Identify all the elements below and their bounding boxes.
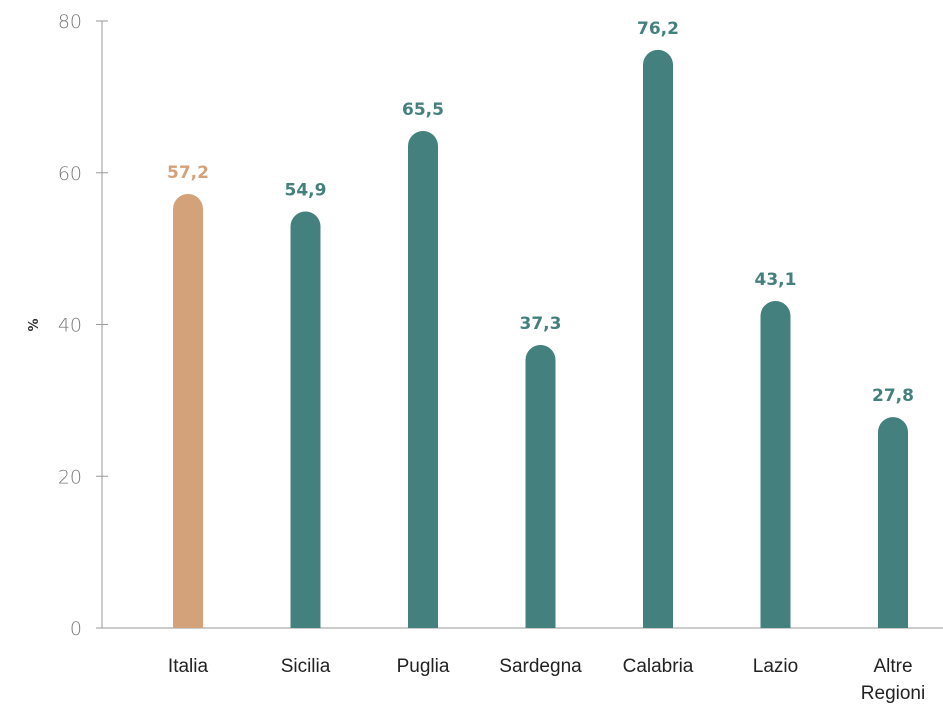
category-label: Puglia [397, 656, 450, 677]
bar [760, 300, 791, 628]
bar [290, 211, 321, 628]
y-tick-label: 40 [58, 315, 82, 337]
category-label: Altre Regioni [861, 656, 925, 704]
category-label: Lazio [753, 656, 798, 677]
y-tick-label: 0 [70, 618, 82, 640]
value-label: 54,9 [285, 180, 327, 200]
labels: 57,2 Italia 54,9 Sicilia 65,5 Puglia 37,3 Sarde… [167, 19, 925, 704]
bar [408, 131, 438, 629]
value-label: 37,3 [520, 314, 562, 334]
category-label: Calabria [623, 656, 694, 677]
category-label: Italia [168, 656, 209, 677]
category-label: Sicilia [281, 656, 331, 677]
y-tick-label: 60 [58, 163, 82, 185]
bar [173, 193, 203, 629]
value-label: 65,5 [402, 100, 444, 120]
bar [878, 417, 908, 628]
y-axis-label: % [27, 318, 42, 331]
value-label: 76,2 [637, 19, 679, 39]
value-label: 43,1 [755, 270, 797, 290]
bars [173, 49, 908, 629]
bar [643, 49, 673, 628]
category-label: Sardegna [499, 656, 582, 677]
y-tick-label: 80 [58, 11, 82, 33]
y-tick-label: 20 [58, 466, 82, 488]
axes: 0 20 40 60 80 [58, 11, 943, 640]
value-label: 27,8 [872, 386, 914, 406]
value-label: 57,2 [167, 163, 209, 183]
bar [525, 344, 556, 628]
